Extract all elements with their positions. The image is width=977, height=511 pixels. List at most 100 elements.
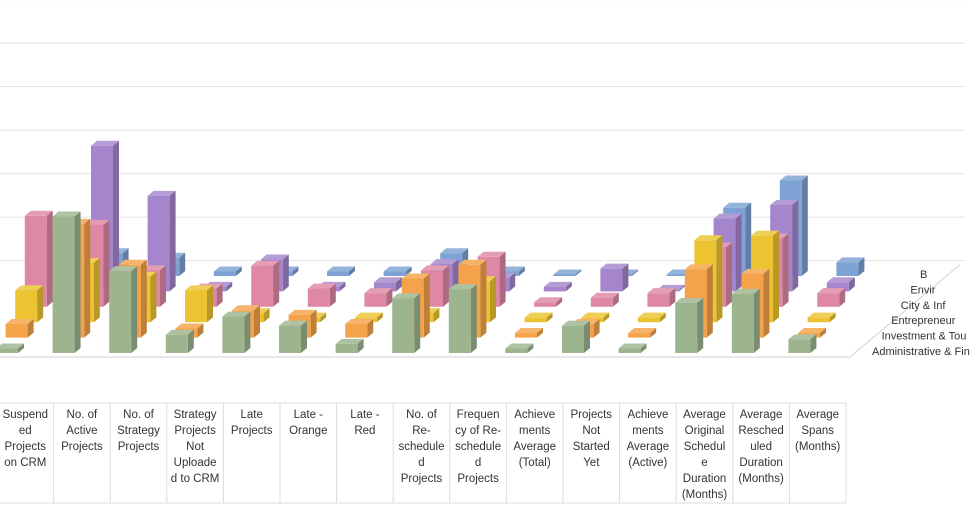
bar-side <box>254 305 260 338</box>
bar-top <box>335 338 364 344</box>
bar-top <box>807 312 836 318</box>
category-label: No. of Re-schedule d Projects <box>398 409 444 485</box>
bar-side <box>490 276 496 323</box>
bar-front <box>222 316 245 353</box>
bar-side <box>433 308 440 323</box>
bar-side <box>509 272 516 292</box>
bar-4-1 <box>24 210 53 307</box>
bar-side <box>829 312 836 323</box>
bar-top <box>836 257 865 263</box>
bar-side <box>113 140 119 292</box>
bar-side <box>207 285 213 323</box>
bar-1-13 <box>675 297 704 353</box>
category-label: Late -Red <box>350 409 380 437</box>
bar-front <box>213 271 236 276</box>
bar-5-11 <box>600 263 629 292</box>
bar-side <box>131 266 138 353</box>
bar-4-6 <box>307 283 336 307</box>
bar-side <box>37 285 44 323</box>
bar-side <box>650 328 657 338</box>
category-label: Achieve ments Average (Active) <box>627 409 670 469</box>
bar-side <box>679 284 685 292</box>
category-label: Average Original Schedul e Duration (Months) <box>682 409 728 501</box>
bar-top <box>713 213 742 219</box>
bar-1-15 <box>788 334 817 353</box>
bar-top <box>618 343 647 349</box>
bar-4-12 <box>647 288 676 307</box>
bar-side <box>584 320 590 353</box>
bar-front <box>279 325 301 353</box>
bar-top <box>694 235 723 241</box>
bar-top <box>731 288 760 294</box>
bar-top <box>553 269 582 275</box>
bar-1-5 <box>222 311 251 353</box>
bar-top <box>590 292 619 298</box>
bar-side <box>282 254 289 292</box>
bar-top <box>723 202 752 208</box>
bar-top <box>826 277 855 283</box>
bar-1-7 <box>335 338 364 353</box>
bar-front <box>590 297 613 307</box>
bar-top <box>222 311 251 317</box>
bar-3-4 <box>185 285 213 323</box>
bar-top <box>684 264 713 270</box>
bar-front <box>826 282 849 292</box>
bar-5-10 <box>543 281 572 292</box>
bar-top <box>448 284 477 290</box>
bar-side <box>858 257 865 276</box>
bar-side <box>84 218 91 338</box>
bar-front <box>788 339 811 353</box>
bar-top <box>798 328 826 334</box>
bar-side <box>622 263 629 292</box>
bar-top <box>307 283 336 289</box>
bar-side <box>169 190 176 292</box>
bar-side <box>244 311 251 353</box>
bar-top <box>24 210 53 216</box>
category-label: Frequen cy of Re-schedule d Projects <box>455 409 501 485</box>
bar-1-8 <box>392 293 421 353</box>
bar-6-7 <box>383 266 412 276</box>
bar-side <box>612 292 619 307</box>
bar-front <box>600 268 623 292</box>
bar-side <box>423 273 430 338</box>
bar-top <box>421 265 449 271</box>
bar-top <box>288 309 317 315</box>
bar-2-12 <box>628 328 657 338</box>
category-label: Achieve ments Average (Total) <box>513 409 556 469</box>
bar-side <box>556 297 563 307</box>
bar-side <box>339 281 346 292</box>
category-label: Projects Not Started Yet <box>571 409 613 469</box>
bar-side <box>546 312 553 323</box>
bar-side <box>537 328 543 338</box>
series-axis-label: Investment & Tou <box>882 331 967 343</box>
bar-top <box>562 320 590 326</box>
bar-top <box>374 277 402 283</box>
bar-side <box>603 312 610 323</box>
bar-side <box>839 288 846 307</box>
bar-side <box>235 266 242 276</box>
bar-top <box>175 323 204 329</box>
bar-side <box>480 259 487 338</box>
bar-top <box>440 248 469 254</box>
bar-top <box>788 334 817 340</box>
bars <box>0 140 865 353</box>
category-label: Average Resched uled Duration (Months) <box>738 409 784 485</box>
bar-side <box>745 202 752 276</box>
bar-top <box>354 312 383 318</box>
bar-top <box>817 288 846 294</box>
bar-side <box>226 281 233 292</box>
bar-front <box>637 317 660 323</box>
bar-front <box>666 274 689 276</box>
bar-top <box>118 259 147 265</box>
bar-side <box>593 318 600 338</box>
bar-front <box>327 271 349 276</box>
bar-side <box>27 318 34 338</box>
bar-side <box>103 219 110 307</box>
bar-6-6 <box>327 266 355 276</box>
bar-top <box>52 211 81 217</box>
bar-front <box>364 293 387 307</box>
category-label: Average Spans (Months) <box>795 409 841 453</box>
bar-1-3 <box>109 266 138 353</box>
bar-top <box>600 263 629 269</box>
